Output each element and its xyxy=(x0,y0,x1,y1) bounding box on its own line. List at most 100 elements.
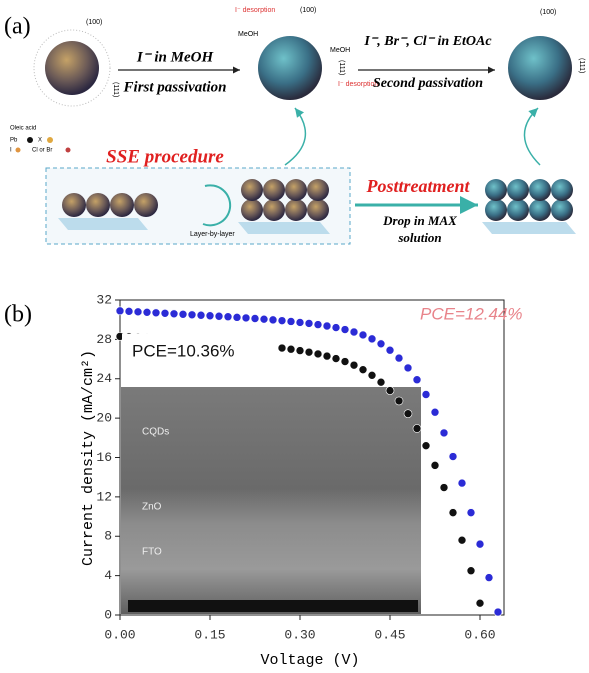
posttreatment-label: Posttreatment xyxy=(366,176,471,196)
x-tick-label: 0.15 xyxy=(194,627,225,642)
legend-text: Pb xyxy=(10,138,18,144)
data-point xyxy=(305,319,313,327)
data-point xyxy=(368,335,376,343)
y-tick-label: 8 xyxy=(104,529,112,544)
y-tick-label: 0 xyxy=(104,607,112,622)
data-point xyxy=(314,350,322,358)
drop-label-box: Drop in MAX solution xyxy=(360,212,480,252)
meoh-label: MeOH xyxy=(238,31,258,38)
cycle-label: Layer-by-layer xyxy=(190,231,235,238)
y-tick-label: 32 xyxy=(96,292,112,307)
data-point xyxy=(125,307,133,315)
data-point xyxy=(467,509,475,517)
data-point xyxy=(143,308,151,316)
legend-dot xyxy=(47,137,53,143)
data-point xyxy=(233,313,241,321)
facet-label: (111) xyxy=(112,82,119,97)
step-name: First passivation xyxy=(123,79,227,95)
y-tick-label: 28 xyxy=(96,332,112,347)
substrate xyxy=(238,222,330,234)
film xyxy=(485,179,573,221)
panel-b: (b) Voltage (V) Current density (mA/cm²)… xyxy=(4,292,523,669)
data-point xyxy=(278,317,286,325)
desorption-label: I⁻ desorption xyxy=(235,7,275,14)
legend-dot xyxy=(27,137,33,143)
y-tick-label: 16 xyxy=(96,450,112,465)
data-point xyxy=(206,312,214,320)
data-point xyxy=(287,345,295,353)
data-point xyxy=(449,453,457,461)
sse-label: SSE procedure xyxy=(106,146,224,167)
legend-text: Cl or Br xyxy=(32,148,52,154)
data-point xyxy=(449,509,457,517)
data-point xyxy=(386,346,394,354)
data-point xyxy=(278,344,286,352)
data-point xyxy=(350,361,358,369)
data-point xyxy=(350,328,358,336)
inset-label: ZnO xyxy=(142,502,162,513)
data-point xyxy=(116,307,124,315)
facet-label: (111) xyxy=(578,58,585,73)
data-point xyxy=(485,574,493,582)
data-point xyxy=(413,424,421,432)
data-point xyxy=(305,348,313,356)
x-tick-label: 0.60 xyxy=(464,627,495,642)
panel-label: (a) xyxy=(4,14,31,40)
meoh-label: MeOH xyxy=(330,47,350,54)
data-point xyxy=(431,408,439,416)
x-axis-label: Voltage (V) xyxy=(260,652,359,669)
data-point xyxy=(215,312,223,320)
nanocrystal xyxy=(508,36,572,100)
data-point xyxy=(197,311,205,319)
data-point xyxy=(458,536,466,544)
data-point xyxy=(296,347,304,355)
legend-text: Oleic acid xyxy=(10,126,36,132)
data-point xyxy=(422,391,430,399)
substrate xyxy=(58,218,148,230)
y-tick-label: 24 xyxy=(96,371,112,386)
data-point xyxy=(476,540,484,548)
data-point xyxy=(440,484,448,492)
substrate xyxy=(482,222,576,234)
data-point xyxy=(251,315,259,323)
data-point xyxy=(359,331,367,339)
x-tick-label: 0.45 xyxy=(374,627,405,642)
data-point xyxy=(134,308,142,316)
annotation: PCE=10.36% xyxy=(132,341,235,360)
data-point xyxy=(269,316,277,324)
data-point xyxy=(404,410,412,418)
facet-label: (100) xyxy=(86,19,102,26)
drop-label: Drop in MAX solution xyxy=(360,212,480,246)
data-point xyxy=(296,318,304,326)
inset-label: FTO xyxy=(142,547,162,558)
data-point xyxy=(332,324,340,332)
x-tick-label: 0.00 xyxy=(104,627,135,642)
data-point xyxy=(332,355,340,363)
data-point xyxy=(386,387,394,395)
legend-text: X xyxy=(38,138,42,144)
data-point xyxy=(341,358,349,366)
panel-a: (a) (100) (111) Oleic acid Pb X I Cl or … xyxy=(4,7,585,252)
data-point xyxy=(395,354,403,362)
data-point xyxy=(314,321,322,329)
figure: (a) (100) (111) Oleic acid Pb X I Cl or … xyxy=(0,0,589,673)
data-point xyxy=(179,310,187,318)
data-point xyxy=(494,608,502,616)
data-point xyxy=(323,322,331,330)
nanocrystal xyxy=(258,36,322,100)
data-point xyxy=(260,315,268,323)
data-point xyxy=(395,397,403,405)
data-point xyxy=(341,326,349,334)
y-tick-label: 4 xyxy=(104,568,112,583)
data-point xyxy=(242,314,250,322)
step-reagent: I⁻ in MeOH xyxy=(136,49,215,65)
inset-image xyxy=(120,386,422,615)
data-point xyxy=(170,310,178,318)
legend-dot xyxy=(66,148,71,153)
data-point xyxy=(377,340,385,348)
y-tick-label: 20 xyxy=(96,411,112,426)
data-point xyxy=(440,429,448,437)
data-point xyxy=(359,366,367,374)
flow-arrow xyxy=(285,108,305,165)
